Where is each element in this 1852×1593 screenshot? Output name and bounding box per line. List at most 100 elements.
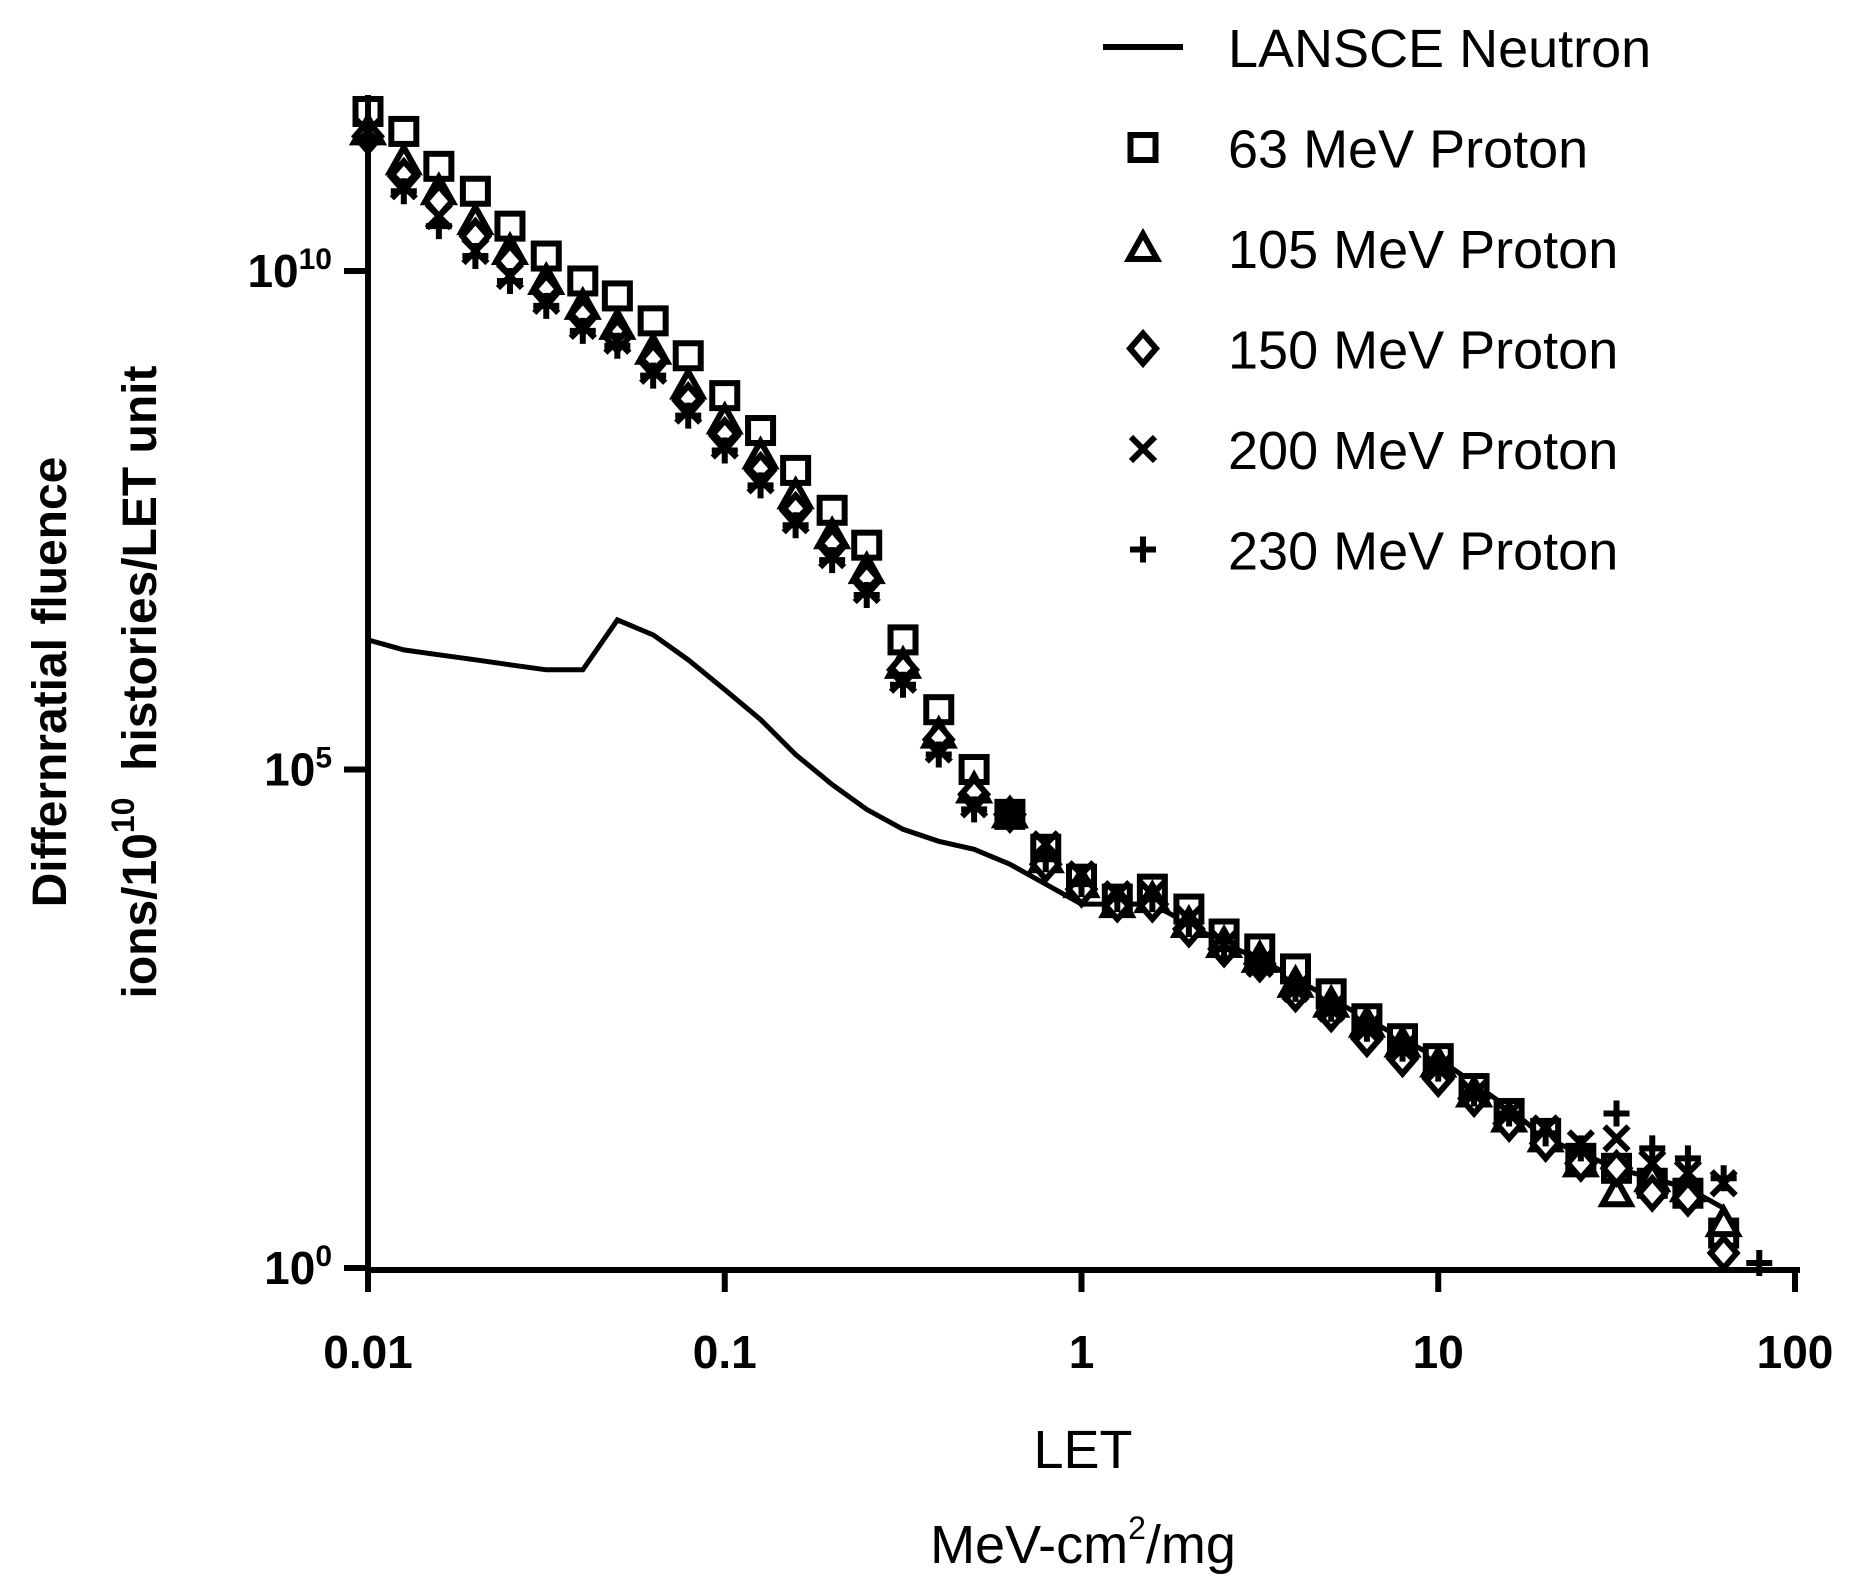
legend-swatch-diamond (1126, 328, 1160, 369)
data-point-plus (925, 741, 952, 768)
legend-label: LANSCE Neutron (1228, 19, 1651, 79)
data-point-plus (1496, 1100, 1523, 1127)
data-point-plus (569, 317, 596, 344)
series-triangle (348, 111, 1743, 1238)
x-unit-suffix: /mg (1146, 1515, 1236, 1575)
legend-swatch-plus (1130, 536, 1156, 563)
legend-item: LANSCE Neutron (1103, 19, 1651, 79)
x-axis-ticks: 0.01 0.1 1 10 100 (323, 1270, 1833, 1378)
data-point-plus (1567, 1135, 1594, 1162)
x-tick-label: 1 (1069, 1326, 1095, 1378)
data-point-plus (1353, 1015, 1380, 1042)
data-point-plus (640, 362, 667, 389)
data-point-plus (533, 292, 560, 319)
data-point-triangle (1704, 1202, 1743, 1238)
data-point-x (1638, 1149, 1667, 1178)
legend-item: 230 MeV Proton (1130, 522, 1618, 582)
x-axis-title: LET (1033, 1420, 1132, 1480)
legend: LANSCE Neutron 63 MeV Proton 105 MeV Proto… (1103, 19, 1651, 582)
data-point-square (672, 340, 704, 372)
y-tick-label: 105 (264, 742, 332, 796)
data-point-plus (1104, 886, 1131, 913)
x-tick-label: 0.01 (323, 1326, 413, 1378)
data-point-plus (853, 582, 880, 609)
data-point-square (459, 175, 491, 207)
data-point-plus (462, 243, 489, 270)
data-point-plus (425, 213, 452, 240)
data-point-plus (1425, 1055, 1452, 1082)
y-tick-label: 1010 (247, 243, 332, 297)
legend-item: 63 MeV Proton (1127, 120, 1588, 180)
legend-label: 63 MeV Proton (1228, 120, 1588, 180)
data-point-plus (1710, 1165, 1737, 1192)
legend-item: 200 MeV Proton (1128, 421, 1618, 481)
data-point-plus (1068, 871, 1095, 898)
y-axis-title-line2: ions/1010 histories/LET unit (105, 365, 167, 998)
data-point-plus (1139, 886, 1166, 913)
legend-item: 150 MeV Proton (1126, 321, 1618, 381)
data-point-square (637, 305, 669, 337)
data-point-square (709, 380, 741, 412)
data-point-plus (819, 547, 846, 574)
legend-label: 230 MeV Proton (1228, 522, 1618, 582)
legend-item: 105 MeV Proton (1123, 220, 1618, 280)
x-tick-label: 100 (1757, 1326, 1834, 1378)
data-point-plus (1032, 846, 1059, 873)
y-tick-exponent: 10 (299, 243, 332, 276)
series-x (353, 117, 1738, 1198)
data-point-plus (1639, 1135, 1666, 1162)
data-point-plus (996, 801, 1023, 828)
data-point-plus (1674, 1145, 1701, 1172)
data-point-plus (675, 402, 702, 429)
data-point-x (1602, 1124, 1631, 1153)
y-tick-base: 10 (247, 245, 298, 297)
data-point-diamond (1670, 1178, 1705, 1218)
y-tick-base: 10 (264, 1242, 315, 1294)
data-point-plus (1389, 1035, 1416, 1062)
y-axis-title-line1: Differnratial fluence (24, 457, 77, 908)
y-title-suffix: histories/LET unit (114, 365, 167, 797)
legend-label: 150 MeV Proton (1228, 321, 1618, 381)
legend-swatch-square (1127, 132, 1159, 163)
data-point-plus (604, 332, 631, 359)
data-point-plus (1461, 1080, 1488, 1107)
data-point-plus (1175, 911, 1202, 938)
plot-area (348, 95, 1773, 1277)
y-title-sup: 10 (105, 798, 141, 834)
data-point-plus (1532, 1120, 1559, 1147)
x-tick-label: 10 (1413, 1326, 1464, 1378)
legend-swatch-triangle (1123, 227, 1163, 262)
data-point-plus (890, 671, 917, 698)
y-tick-label: 100 (264, 1240, 332, 1294)
data-point-triangle (1597, 1173, 1636, 1208)
data-point-plus (496, 267, 523, 294)
data-point-diamond (1599, 1148, 1634, 1188)
x-tick-label: 0.1 (693, 1326, 757, 1378)
data-point-plus (711, 437, 738, 464)
y-title-prefix: ions/10 (114, 833, 167, 998)
data-point-plus (390, 178, 417, 205)
legend-label: 105 MeV Proton (1228, 220, 1618, 280)
series-plus (355, 128, 1773, 1277)
x-axis-unit: MeV-cm2/mg (930, 1510, 1236, 1575)
data-point-plus (961, 796, 988, 823)
data-point-plus (782, 512, 809, 539)
data-point-diamond (1563, 1143, 1598, 1183)
data-point-square (388, 115, 420, 147)
data-point-diamond (1635, 1173, 1670, 1213)
data-point-plus (1603, 1100, 1630, 1127)
legend-label: 200 MeV Proton (1228, 421, 1618, 481)
data-point-square (601, 280, 633, 312)
data-point-plus (1246, 950, 1273, 977)
legend-swatch-x (1128, 434, 1158, 464)
data-point-plus (1211, 935, 1238, 962)
y-tick-base: 10 (264, 744, 315, 796)
data-point-plus (1318, 995, 1345, 1022)
data-point-plus (747, 472, 774, 499)
data-point-x (1673, 1159, 1703, 1188)
x-unit-sup: 2 (1128, 1510, 1146, 1546)
data-point-plus (1282, 975, 1309, 1002)
y-tick-exponent: 5 (315, 742, 332, 775)
